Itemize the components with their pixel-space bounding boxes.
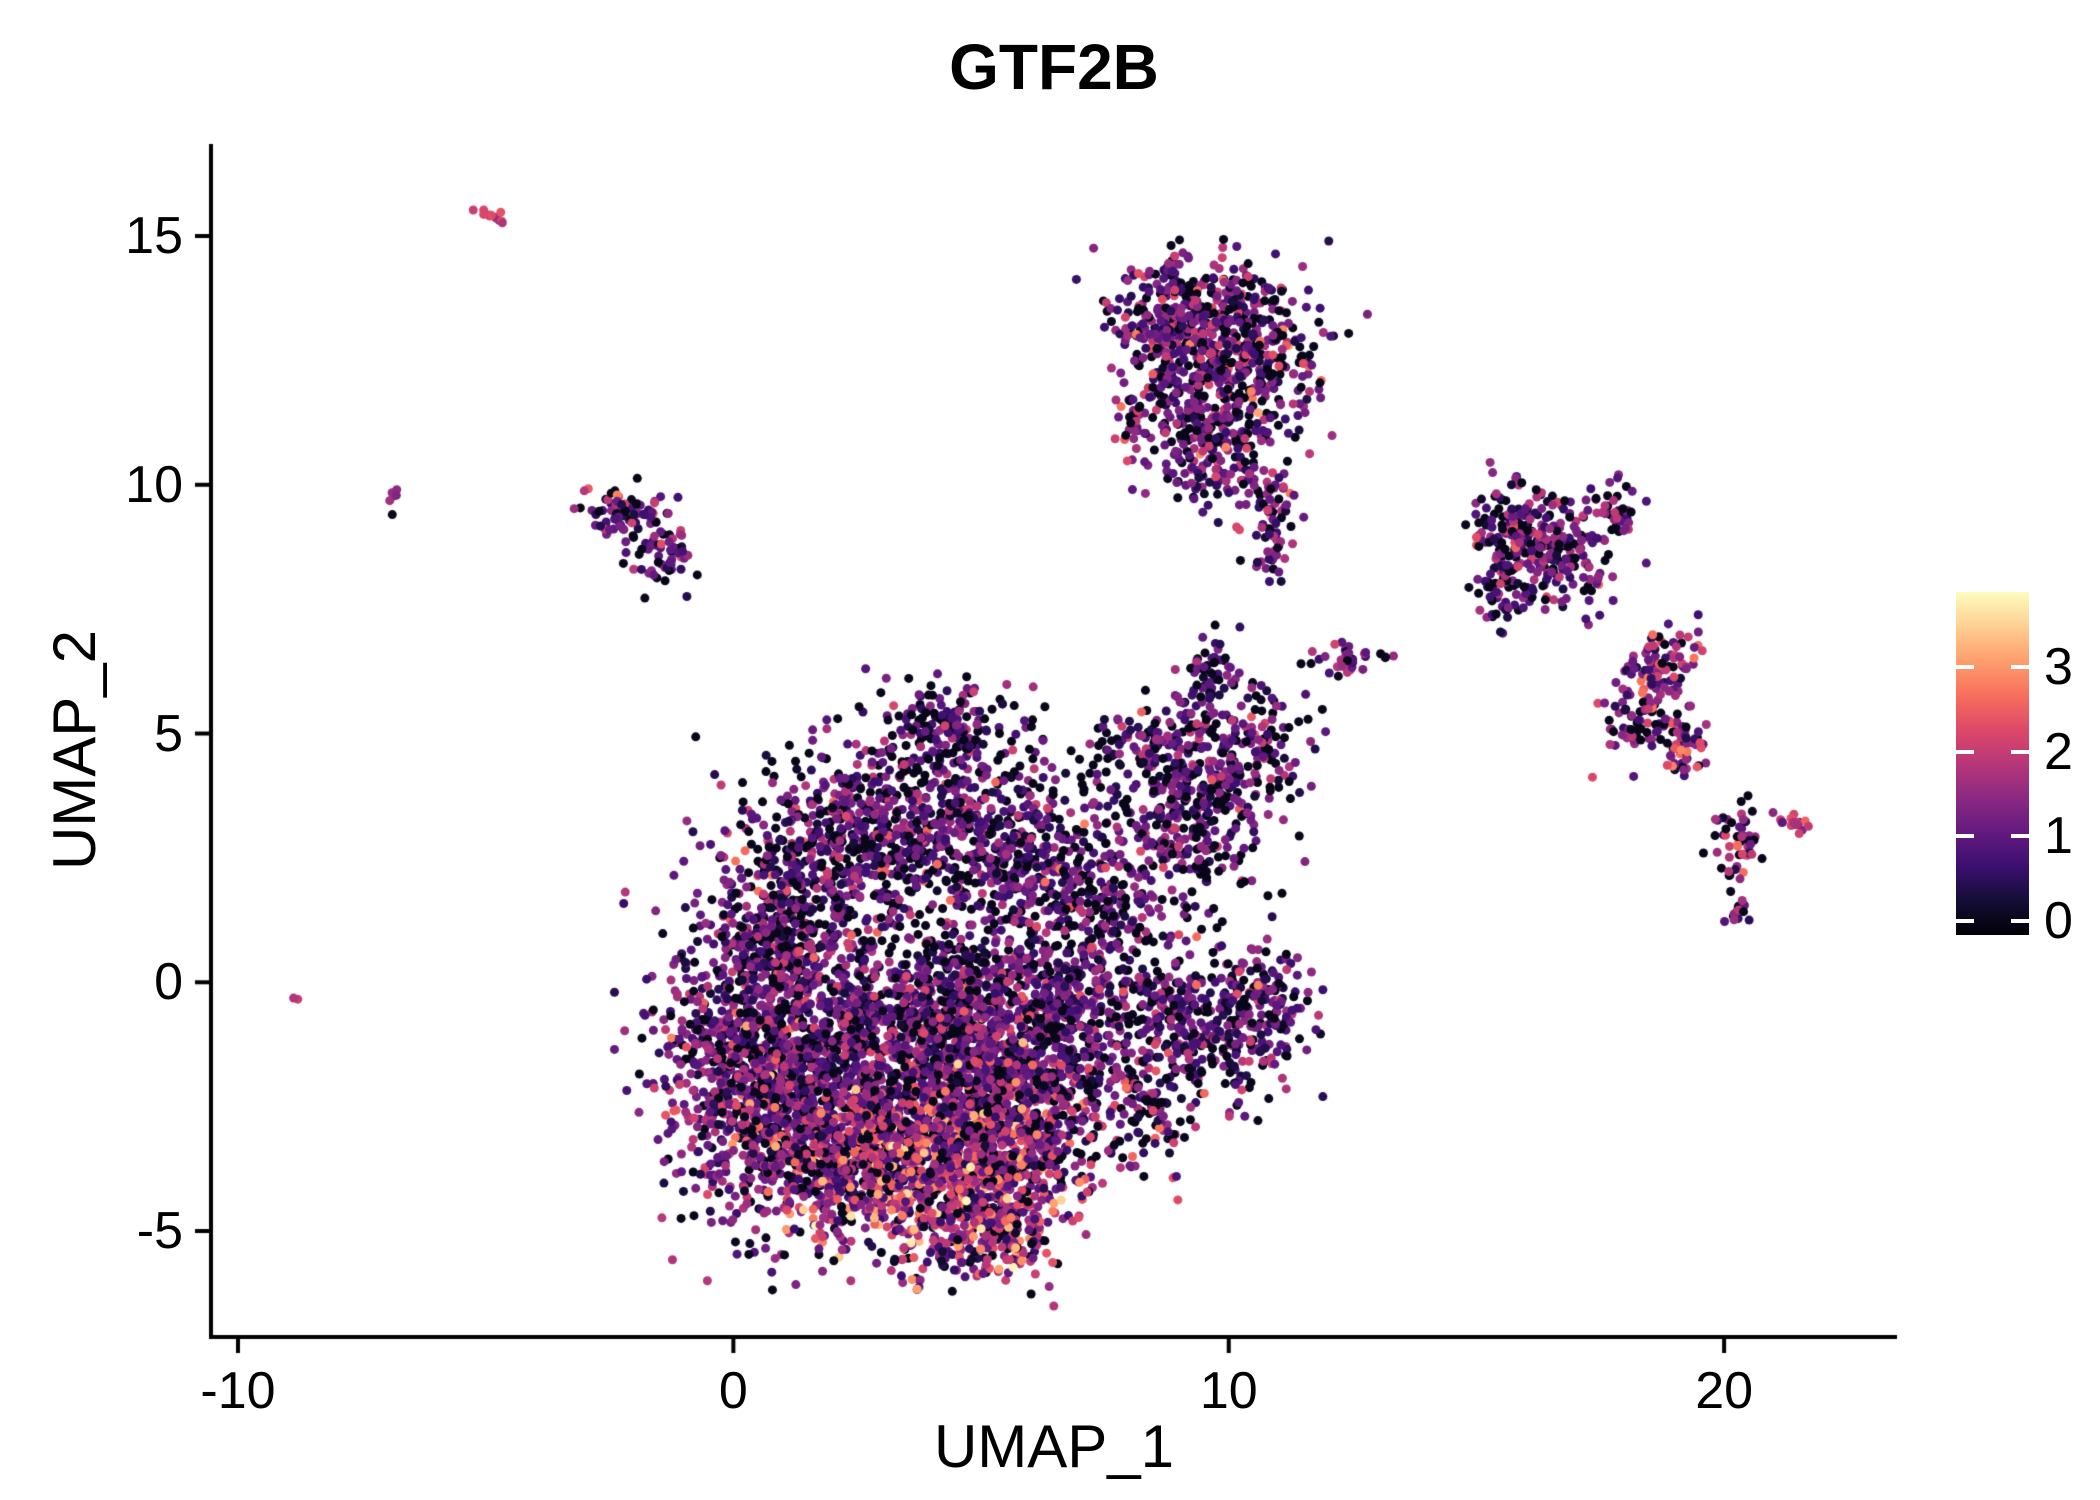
chart-title: GTF2B [949, 31, 1159, 103]
colorbar-tick-label: 2 [2044, 722, 2073, 781]
x-tick-label: 0 [718, 1362, 748, 1420]
colorbar-tick-mark [2011, 834, 2029, 839]
y-tick-label: 0 [154, 953, 183, 1012]
colorbar-tick-mark [1956, 919, 1974, 924]
x-tick-label: 10 [1199, 1362, 1258, 1420]
colorbar-tick-mark [2011, 919, 2029, 924]
colorbar-tick-mark [1956, 665, 1974, 670]
y-tick-label: 15 [125, 207, 183, 266]
colorbar-tick-label: 1 [2044, 807, 2073, 866]
y-tick-label: 5 [154, 704, 183, 763]
colorbar-tick-mark [1956, 749, 1974, 754]
colorbar-tick-mark [2011, 665, 2029, 670]
x-tick-label: -10 [200, 1362, 276, 1420]
x-axis-label: UMAP_1 [933, 1413, 1175, 1480]
colorbar-tick-mark [1956, 834, 1974, 839]
x-tick-label: 20 [1695, 1362, 1754, 1420]
colorbar-tick-label: 0 [2044, 892, 2073, 951]
colorbar-tick-mark [2011, 749, 2029, 754]
colorbar-tick-label: 3 [2044, 638, 2073, 697]
y-tick-label: 10 [125, 455, 183, 514]
y-tick-label: -5 [136, 1202, 183, 1261]
colorbar-gradient [1956, 592, 2029, 935]
